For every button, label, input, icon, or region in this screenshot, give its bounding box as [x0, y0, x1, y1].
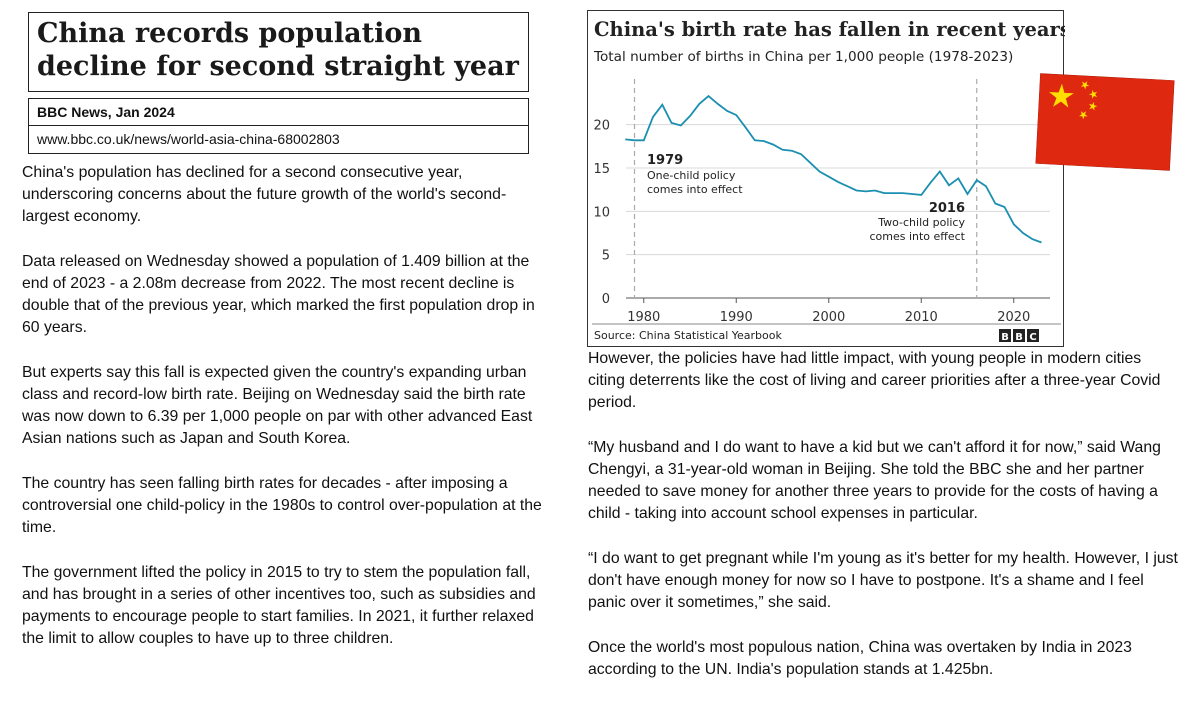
annotation-text: comes into effect — [869, 230, 965, 243]
data-point — [671, 122, 673, 124]
birth-rate-line — [625, 94, 1042, 244]
data-point — [874, 190, 876, 192]
headline-box: China records population decline for sec… — [28, 12, 529, 92]
data-point — [865, 191, 867, 193]
paragraph: However, the policies have had little im… — [588, 350, 1161, 412]
data-point — [967, 193, 969, 195]
chart-source: Source: China Statistical Yearbook — [594, 329, 782, 342]
birth-rate-chart: China's birth rate has fallen in recent … — [587, 10, 1065, 347]
data-point — [717, 103, 719, 105]
flag-star — [1080, 81, 1090, 90]
data-point — [754, 139, 756, 141]
data-point — [837, 181, 839, 183]
data-point — [902, 192, 904, 194]
chart-svg: China's birth rate has fallen in recent … — [592, 18, 1065, 343]
data-point — [985, 185, 987, 187]
data-point — [726, 110, 728, 112]
source-label: BBC News, Jan 2024 — [29, 99, 528, 126]
data-point — [920, 194, 922, 196]
bbc-logo: B B C — [999, 329, 1039, 343]
x-tick-label: 1980 — [627, 310, 660, 325]
annotation-2016: 2016 Two-child policy comes into effect — [869, 201, 965, 243]
data-point — [948, 184, 950, 186]
data-point — [772, 144, 774, 146]
annotation-year: 2016 — [929, 201, 965, 216]
svg-text:C: C — [1029, 332, 1036, 343]
data-point — [856, 190, 858, 192]
data-point — [763, 140, 765, 142]
data-point — [930, 182, 932, 184]
right-column: However, the policies have had little im… — [588, 348, 1178, 703]
paragraph: “My husband and I do want to have a kid … — [588, 438, 1161, 523]
paragraph: China's population has declined for a se… — [22, 164, 507, 226]
annotation-text: One-child policy — [647, 169, 736, 182]
data-point — [735, 114, 737, 116]
data-point — [782, 149, 784, 151]
paragraph: “I do want to get pregnant while I'm you… — [588, 549, 1178, 612]
x-tick-label: 1990 — [720, 310, 753, 325]
data-point — [698, 103, 700, 105]
data-point — [661, 104, 663, 106]
source-url[interactable]: www.bbc.co.uk/news/world-asia-china-6800… — [37, 131, 340, 147]
data-point — [957, 178, 959, 180]
y-tick-label: 20 — [593, 119, 610, 134]
data-point — [994, 203, 996, 205]
paragraph: Once the world's most populous nation, C… — [588, 638, 1132, 678]
data-point — [652, 116, 654, 118]
data-point — [708, 95, 710, 97]
annotation-text: comes into effect — [647, 183, 743, 196]
data-point — [911, 193, 913, 195]
x-tick-label: 2000 — [812, 310, 845, 325]
data-point — [1013, 223, 1015, 225]
annotation-1979: 1979 One-child policy comes into effect — [647, 153, 743, 196]
data-point — [1022, 232, 1024, 234]
paragraph: But experts say this fall is expected gi… — [22, 363, 533, 448]
annotation-year: 1979 — [647, 153, 683, 168]
data-point — [643, 139, 645, 141]
data-point — [819, 171, 821, 173]
flag-star — [1079, 111, 1088, 120]
left-column: China's population has declined for a se… — [22, 162, 552, 673]
data-point — [800, 153, 802, 155]
svg-text:B: B — [1015, 332, 1023, 343]
paragraph: The country has seen falling birth rates… — [22, 474, 542, 537]
svg-text:B: B — [1001, 332, 1009, 343]
data-point — [828, 176, 830, 178]
data-point — [1041, 242, 1043, 244]
flag-star — [1088, 90, 1098, 99]
data-point — [976, 179, 978, 181]
source-box: BBC News, Jan 2024 www.bbc.co.uk/news/wo… — [28, 98, 529, 154]
data-point — [745, 126, 747, 128]
annotation-text: Two-child policy — [877, 216, 965, 229]
data-point — [846, 185, 848, 187]
y-tick-label: 15 — [593, 162, 610, 177]
data-point — [624, 139, 626, 141]
x-tick-label: 2010 — [905, 310, 938, 325]
chart-subtitle: Total number of births in China per 1,00… — [593, 49, 1013, 65]
flag-star — [1089, 101, 1098, 111]
data-point — [634, 139, 636, 141]
y-tick-label: 0 — [602, 292, 610, 307]
data-point — [680, 125, 682, 127]
x-tick-label: 2020 — [997, 310, 1030, 325]
data-point — [809, 162, 811, 164]
paragraph: Data released on Wednesday showed a popu… — [22, 252, 535, 337]
data-point — [883, 192, 885, 194]
data-point — [1004, 206, 1006, 208]
data-point — [939, 171, 941, 173]
data-point — [893, 192, 895, 194]
data-point — [791, 150, 793, 152]
y-tick-label: 10 — [593, 205, 610, 220]
data-point — [1031, 238, 1033, 240]
chart-title: China's birth rate has fallen in recent … — [594, 18, 1065, 41]
paragraph: The government lifted the policy in 2015… — [22, 563, 536, 648]
data-point — [689, 115, 691, 117]
article-headline: China records population decline for sec… — [37, 18, 519, 82]
y-tick-label: 5 — [602, 249, 610, 264]
